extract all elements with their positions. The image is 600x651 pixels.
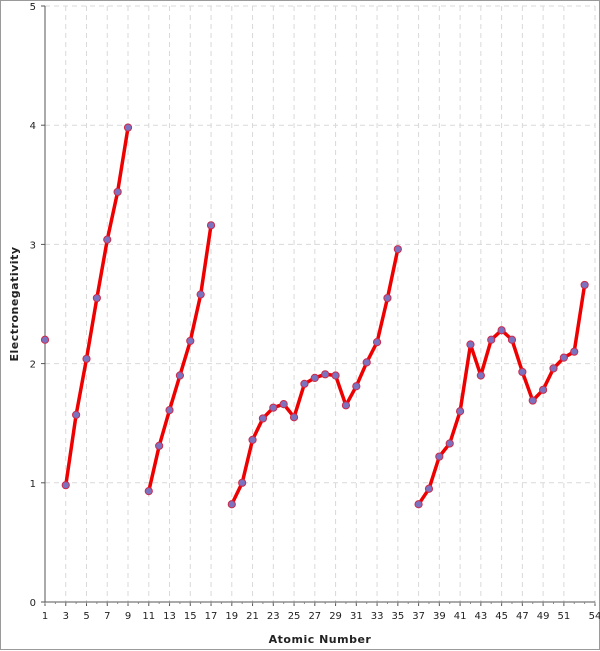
x-tick-label: 19 <box>225 611 238 622</box>
data-point <box>123 123 133 132</box>
y-tick-label: 5 <box>30 2 36 13</box>
data-point <box>372 338 382 347</box>
data-point <box>518 367 527 377</box>
data-point <box>186 336 195 346</box>
x-axis-title: Atomic Number <box>269 633 372 646</box>
x-tick-label: 21 <box>246 611 259 622</box>
data-point <box>559 353 568 362</box>
series-line-segment <box>147 223 213 493</box>
data-point <box>341 401 351 410</box>
y-axis-ticks: 0 1 2 3 4 5 <box>30 2 45 609</box>
data-point <box>227 500 236 509</box>
data-point <box>175 371 185 380</box>
x-tick-label: 45 <box>495 611 508 622</box>
data-point <box>455 407 465 416</box>
data-point <box>393 245 402 254</box>
data-point <box>258 414 268 423</box>
y-tick-label: 2 <box>30 360 36 371</box>
y-tick-label: 4 <box>30 121 36 132</box>
x-tick-label: 43 <box>474 611 487 622</box>
data-point <box>113 187 122 197</box>
data-point <box>103 235 112 244</box>
data-point <box>300 379 309 388</box>
data-point <box>424 484 434 493</box>
data-point <box>82 354 91 363</box>
data-point <box>196 290 205 299</box>
data-point <box>155 441 164 450</box>
x-tick-label: 13 <box>163 611 176 622</box>
data-point <box>539 385 548 394</box>
x-tick-label: 9 <box>125 611 131 622</box>
data-point <box>570 347 579 356</box>
x-tick-label: 35 <box>391 611 404 622</box>
x-tick-label: 27 <box>308 611 321 622</box>
data-point <box>362 358 371 367</box>
data-point <box>497 326 506 335</box>
data-point <box>279 400 288 409</box>
data-point <box>414 500 423 509</box>
x-tick-label: 54 <box>589 611 600 622</box>
grid-lines <box>44 5 596 602</box>
data-point <box>507 335 517 344</box>
x-tick-label: 47 <box>516 611 529 622</box>
x-tick-label: 49 <box>537 611 550 622</box>
data-point <box>61 481 70 490</box>
x-axis-ticks: 1 3 5 7 9 11 13 15 17 19 21 23 25 27 29 31 33 35 37 39 41 43 4… <box>42 602 600 622</box>
x-tick-label: 39 <box>433 611 446 622</box>
x-tick-label: 1 <box>42 611 48 622</box>
y-axis-title: Electronegativity <box>8 247 21 362</box>
data-point <box>580 280 589 290</box>
data-point <box>269 403 278 412</box>
axes <box>44 6 595 603</box>
y-tick-label: 0 <box>30 598 36 609</box>
data-point <box>331 371 340 380</box>
x-tick-label: 41 <box>454 611 467 622</box>
data-point <box>549 364 558 373</box>
x-tick-label: 11 <box>142 611 155 622</box>
data-point <box>165 405 174 415</box>
x-tick-label: 23 <box>267 611 280 622</box>
data-point <box>144 487 153 496</box>
x-tick-label: 25 <box>288 611 301 622</box>
data-point <box>352 382 361 391</box>
x-tick-label: 29 <box>329 611 342 622</box>
x-tick-label: 3 <box>63 611 69 622</box>
series-line-segment <box>64 125 130 487</box>
data-point <box>321 370 330 379</box>
data-point <box>92 293 101 303</box>
data-point <box>248 435 257 444</box>
data-point <box>435 452 444 461</box>
data-point <box>466 340 475 349</box>
x-tick-label: 33 <box>371 611 384 622</box>
data-point <box>289 413 299 422</box>
x-tick-label: 15 <box>184 611 197 622</box>
data-point <box>238 478 247 487</box>
y-tick-label: 3 <box>30 240 36 251</box>
data-point <box>445 439 454 448</box>
x-tick-label: 37 <box>412 611 425 622</box>
data-point <box>40 335 50 344</box>
x-tick-label: 5 <box>83 611 89 622</box>
data-point <box>310 373 319 383</box>
data-point <box>476 371 485 380</box>
x-tick-label: 7 <box>104 611 110 622</box>
data-point <box>72 410 81 419</box>
x-tick-label: 17 <box>205 611 218 622</box>
data-point <box>487 335 496 344</box>
x-tick-label: 51 <box>558 611 571 622</box>
x-tick-label: 31 <box>350 611 363 622</box>
y-tick-label: 1 <box>30 479 36 490</box>
data-point <box>528 396 537 405</box>
series-electronegativity <box>40 123 589 509</box>
data-point <box>206 221 216 230</box>
data-point <box>383 293 392 303</box>
